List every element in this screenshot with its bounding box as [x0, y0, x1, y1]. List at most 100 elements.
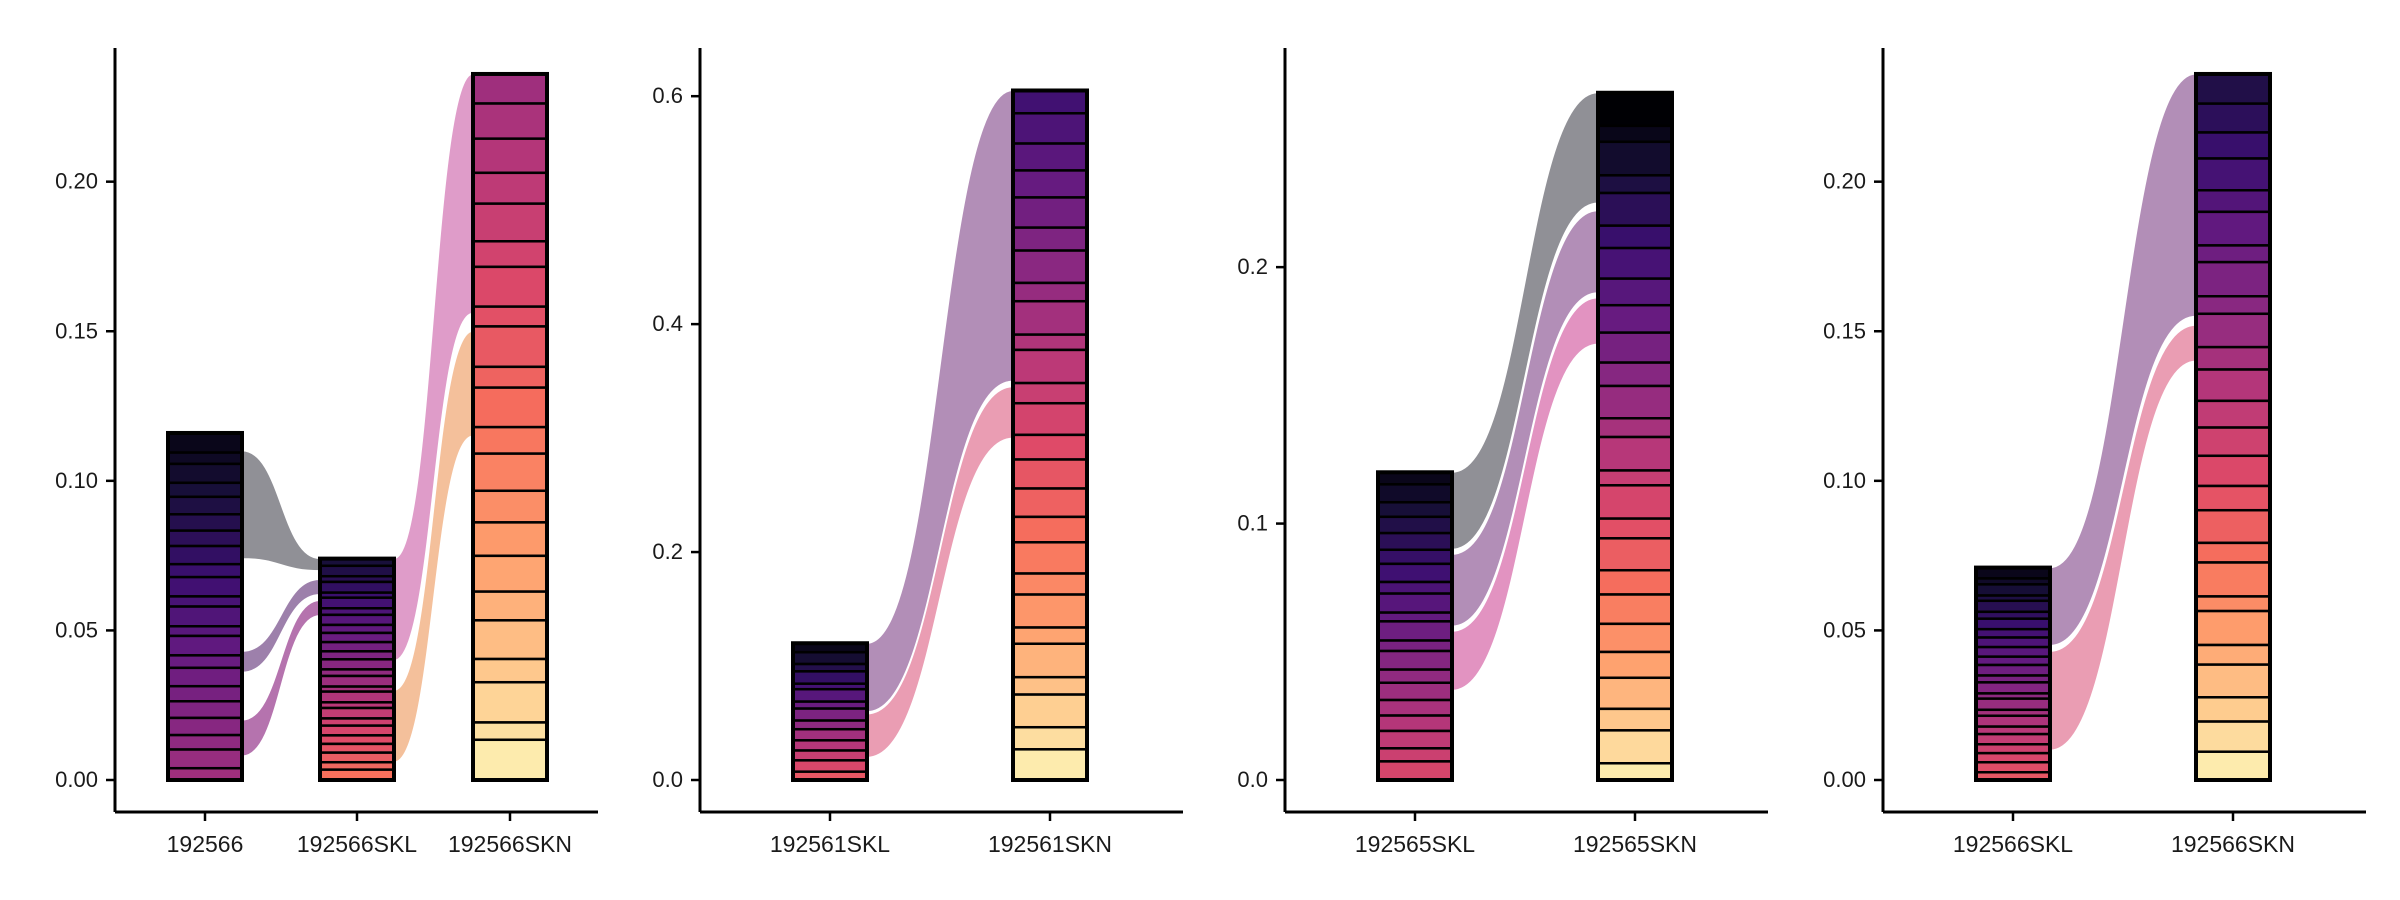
- stratum-segment: [471, 452, 549, 493]
- stratum-outline: [1974, 565, 2052, 783]
- stratum-segment: [318, 751, 396, 764]
- stratum-segment: [1596, 246, 1674, 280]
- stratum-segment: [471, 305, 549, 328]
- stratum-segment: [166, 544, 244, 566]
- stratum-segment: [1376, 747, 1454, 763]
- y-tick-label: 0.00: [1823, 767, 1866, 792]
- stratum-segment: [1376, 681, 1454, 702]
- stratum-segment: [791, 687, 869, 703]
- stratum-segment: [1011, 281, 1089, 303]
- stratum-segment: [318, 724, 396, 737]
- stratum-segment: [2194, 399, 2272, 429]
- stratum-segment: [1596, 303, 1674, 334]
- y-tick-label: 0.00: [55, 767, 98, 792]
- stratum-segment: [1974, 714, 2052, 728]
- stratum-segment: [471, 590, 549, 622]
- x-tick-label: 192566SKN: [448, 831, 572, 857]
- stratum-segment: [166, 605, 244, 628]
- x-tick-label: 192565SKN: [1573, 831, 1697, 857]
- stratum-segment: [471, 521, 549, 558]
- stratum-segment: [471, 386, 549, 429]
- stratum-segment: [1376, 698, 1454, 717]
- stratum-segment: [1974, 697, 2052, 712]
- stratum-segment: [1011, 541, 1089, 575]
- stratum-segment: [1011, 89, 1089, 115]
- stratum-outline: [1011, 88, 1089, 782]
- x-tick-label: 192565SKL: [1355, 831, 1475, 857]
- stratum-segment: [1974, 751, 2052, 764]
- stratum-segment: [1596, 91, 1674, 128]
- stratum-segment: [1974, 599, 2052, 614]
- stratum-segment: [1011, 675, 1089, 696]
- stratum-segment: [318, 564, 396, 578]
- stratum-segment: [166, 716, 244, 737]
- stratum-segment: [1011, 249, 1089, 285]
- stratum-segment: [1011, 401, 1089, 437]
- stratum-segment: [1596, 537, 1674, 572]
- stratum-segment: [2194, 312, 2272, 349]
- stratum-segment: [1011, 196, 1089, 229]
- stratum-outline: [1376, 470, 1454, 782]
- stratum-2: [1011, 88, 1089, 782]
- stratum-segment: [2194, 508, 2272, 545]
- stratum-segment: [166, 684, 244, 703]
- stratum-segment: [2194, 720, 2272, 753]
- flow-ribbon-1: [241, 450, 321, 572]
- y-tick-label: 0.10: [1823, 468, 1866, 493]
- stratum-segment: [1011, 572, 1089, 596]
- stratum-outline: [791, 641, 869, 782]
- stratum-segment: [1376, 483, 1454, 504]
- stratum-segment: [1376, 714, 1454, 733]
- y-tick-label: 0.0: [652, 767, 683, 792]
- stratum-segment: [471, 137, 549, 175]
- stratum-segment: [791, 719, 869, 731]
- stratum-segment: [166, 451, 244, 466]
- stratum-2: [1596, 90, 1674, 783]
- stratum-segment: [1376, 611, 1454, 623]
- x-tick-label: 192566: [167, 831, 244, 857]
- stratum-1: [1376, 470, 1454, 782]
- stratum-segment: [2194, 643, 2272, 666]
- stratum-segment: [1974, 617, 2052, 631]
- stratum-segment: [1596, 729, 1674, 765]
- y-tick-label: 0.2: [652, 539, 683, 564]
- stratum-segment: [1011, 433, 1089, 461]
- stratum-segment: [2194, 696, 2272, 723]
- stratum-segment: [471, 425, 549, 455]
- stratum-segment: [2194, 750, 2272, 782]
- stratum-segment: [1596, 384, 1674, 420]
- stratum-segment: [1974, 681, 2052, 695]
- stratum-segment: [166, 562, 244, 579]
- stratum-segment: [166, 462, 244, 485]
- stratum-segment: [318, 631, 396, 644]
- stratum-segment: [1011, 693, 1089, 729]
- stratum-segment: [318, 658, 396, 671]
- stratum-segment: [1376, 562, 1454, 584]
- flow-ribbon-2: [1451, 210, 1599, 627]
- stratum-segment: [471, 102, 549, 140]
- stratum-segment: [1376, 620, 1454, 642]
- stratum-segment: [1376, 760, 1454, 782]
- stratum-1: [1974, 565, 2052, 783]
- stratum-segment: [471, 171, 549, 205]
- y-tick-label: 0.6: [652, 83, 683, 108]
- stratum-segment: [2194, 72, 2272, 105]
- stratum-segment: [1376, 531, 1454, 552]
- y-tick-label: 0.0: [1237, 767, 1268, 792]
- stratum-segment: [166, 634, 244, 657]
- alluvial-panel-4: 192566SKL 192566SKN 0.00 0.05 0.10 0.15 0.20: [1823, 48, 2366, 857]
- stratum-segment: [791, 727, 869, 742]
- stratum-segment: [1596, 140, 1674, 177]
- stratum-segment: [1376, 639, 1454, 653]
- stratum-segment: [1596, 224, 1674, 250]
- stratum-segment: [2194, 102, 2272, 134]
- stratum-segment: [318, 613, 396, 627]
- stratum-segment: [471, 619, 549, 661]
- stratum-segment: [2194, 260, 2272, 298]
- stratum-segment: [318, 580, 396, 594]
- stratum-segment: [2194, 131, 2272, 160]
- stratum-segment: [166, 654, 244, 670]
- stratum-segment: [2194, 595, 2272, 613]
- stratum-segment: [318, 690, 396, 704]
- stratum-segment: [166, 481, 244, 499]
